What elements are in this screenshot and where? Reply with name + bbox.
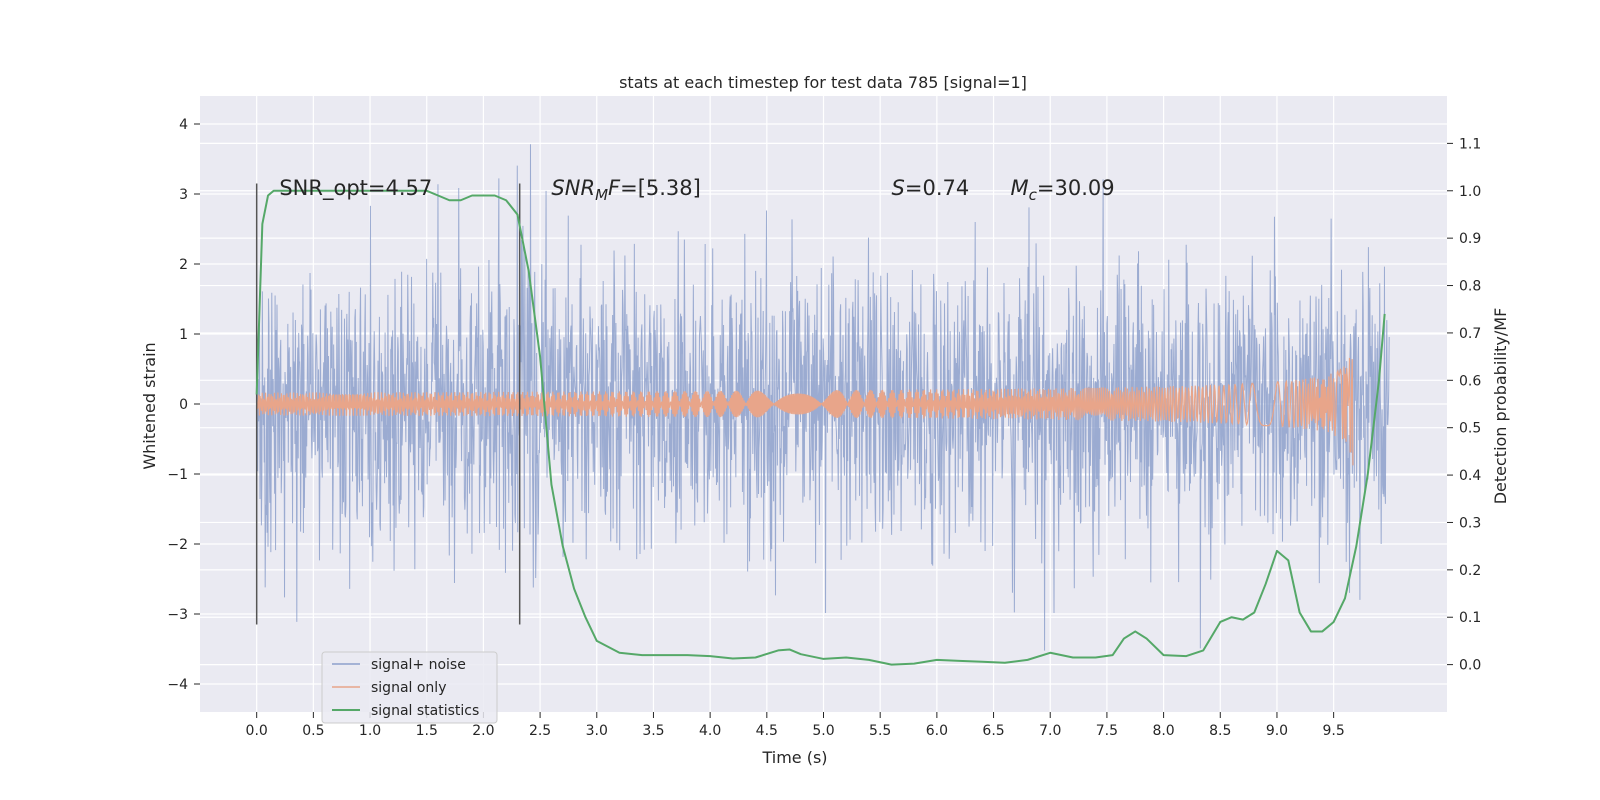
x-tick-label: 7.0	[1039, 723, 1061, 739]
x-tick-label: 9.5	[1323, 723, 1345, 739]
y-tick-label: −2	[167, 537, 188, 553]
y-tick-label: 3	[179, 187, 188, 203]
series-signal-noise	[256, 144, 1390, 651]
x-tick-label: 4.0	[699, 723, 721, 739]
legend-label-signal-statistics: signal statistics	[371, 703, 479, 719]
annotations: SNR_opt=4.57 SNRMF=[5.38] S=0.74 Mc=30.09	[279, 176, 1114, 204]
y2-tick-label: 1.0	[1459, 184, 1481, 200]
annotation-text: S=0.74	[892, 176, 970, 200]
y2-tick-label: 0.0	[1459, 658, 1481, 674]
y2-tick-label: 0.8	[1459, 279, 1481, 295]
y-axis-label: Whitened strain	[140, 342, 159, 469]
series-signal-statistics	[255, 189, 1386, 666]
y2-tick-label: 0.1	[1459, 610, 1481, 626]
x-tick-label: 5.5	[869, 723, 891, 739]
y-tick-label: 1	[179, 327, 188, 343]
x-tick-label: 0.0	[246, 723, 268, 739]
x-tick-label: 8.0	[1152, 723, 1174, 739]
x-tick-label: 0.5	[302, 723, 324, 739]
annotation-text: SNRMF=[5.38]	[551, 176, 700, 204]
y2-tick-label: 0.5	[1459, 421, 1481, 437]
vertical-markers	[255, 183, 521, 625]
y-tick-label: −1	[167, 467, 188, 483]
y2-tick-label: 1.1	[1459, 136, 1481, 152]
signal-noise-line	[256, 144, 1390, 651]
x-tick-label: 3.0	[586, 723, 608, 739]
x-tick-label: 6.0	[926, 723, 948, 739]
x-tick-label: 5.0	[812, 723, 834, 739]
x-tick-label: 3.5	[642, 723, 664, 739]
y2-tick-label: 0.2	[1459, 563, 1481, 579]
x-axis-label: Time (s)	[761, 748, 827, 767]
signal-only-line	[256, 357, 1354, 466]
series-signal-only	[256, 357, 1354, 466]
x-tick-label: 9.0	[1266, 723, 1288, 739]
y-tick-label: 2	[179, 257, 188, 273]
y2-tick-label: 0.9	[1459, 231, 1481, 247]
annotation-text: Mc=30.09	[1011, 176, 1115, 204]
x-tick-label: 2.0	[472, 723, 494, 739]
legend-box	[321, 651, 498, 724]
y2-tick-label: 0.3	[1459, 515, 1481, 531]
x-tick-label: 6.5	[982, 723, 1004, 739]
y2-tick-label: 0.7	[1459, 326, 1481, 342]
legend-label-signal-only: signal only	[371, 680, 446, 696]
annotation-text: SNR_opt=4.57	[279, 176, 432, 201]
y-tick-label: −4	[167, 677, 188, 693]
x-tick-label: 8.5	[1209, 723, 1231, 739]
y-tick-label: −3	[167, 607, 188, 623]
tick-labels: 0.0 0.5 1.0 1.5 2.0 2.5 3.0 3.5 4.0 4.5 5.0 5.5 6.0 6…	[167, 117, 1481, 739]
x-tick-label: 4.5	[756, 723, 778, 739]
y-tick-label: 4	[179, 117, 188, 133]
x-tick-label: 7.5	[1096, 723, 1118, 739]
x-tick-label: 2.5	[529, 723, 551, 739]
x-tick-label: 1.5	[416, 723, 438, 739]
y2-tick-label: 0.6	[1459, 373, 1481, 389]
x-tick-label: 1.0	[359, 723, 381, 739]
legend-label-signal-noise: signal+ noise	[371, 657, 466, 673]
y2-tick-label: 0.4	[1459, 468, 1481, 484]
signal-statistics-line	[255, 189, 1386, 666]
y-tick-label: 0	[179, 397, 188, 413]
legend: signal+ noise signal only signal statist…	[321, 651, 498, 724]
chart-title: stats at each timestep for test data 785…	[619, 73, 1027, 92]
y2-axis-label: Detection probability/MF	[1491, 308, 1510, 505]
